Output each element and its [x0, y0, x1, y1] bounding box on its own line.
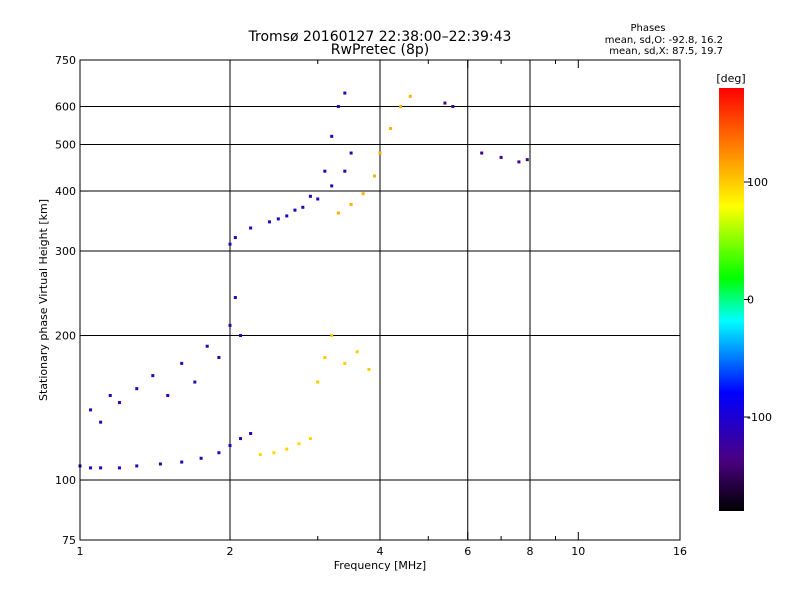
colorbar-tick-label: -100: [747, 411, 772, 424]
data-point: [308, 194, 312, 198]
data-point: [330, 184, 334, 188]
data-point: [135, 387, 139, 391]
data-point: [205, 344, 209, 348]
data-point: [355, 350, 359, 354]
y-axis-label: Stationary phase Virtual Height [km]: [37, 199, 50, 401]
x-tick-label: 16: [673, 545, 687, 558]
data-point: [258, 453, 262, 457]
data-point: [399, 105, 403, 109]
data-point: [199, 456, 203, 460]
data-point: [99, 466, 103, 470]
data-point: [336, 211, 340, 215]
data-point: [378, 151, 382, 155]
data-point: [117, 401, 121, 405]
scatter-points: [78, 91, 529, 470]
data-point: [117, 466, 121, 470]
data-point: [316, 380, 320, 384]
data-point: [373, 174, 377, 178]
data-point: [285, 447, 289, 451]
data-point: [408, 94, 412, 98]
data-point: [193, 380, 197, 384]
data-point: [233, 296, 237, 300]
data-point: [308, 437, 312, 441]
x-tick-label: 10: [571, 545, 585, 558]
data-point: [180, 460, 184, 464]
colorbar-ticks: 100 0 -100: [744, 176, 772, 424]
data-point: [336, 105, 340, 109]
y-tick-label: 500: [55, 139, 76, 152]
data-point: [285, 214, 289, 218]
data-point: [297, 442, 301, 446]
data-point: [330, 134, 334, 138]
stats-heading: Phases: [630, 23, 665, 34]
data-point: [499, 155, 503, 159]
y-tick-label: 200: [55, 330, 76, 343]
data-point: [239, 334, 243, 338]
data-point: [316, 197, 320, 201]
y-tick-label: 600: [55, 101, 76, 114]
data-point: [233, 236, 237, 240]
data-point: [239, 437, 243, 441]
data-point: [108, 394, 112, 398]
data-point: [323, 355, 327, 359]
data-point: [89, 466, 93, 470]
data-point: [443, 101, 447, 105]
data-point: [361, 192, 365, 196]
axis-ticks: 1 2 4 6 8 10 16 75 100 200 300 400 500 600 750: [55, 54, 687, 558]
data-point: [89, 408, 93, 412]
data-point: [228, 323, 232, 327]
data-point: [267, 220, 271, 224]
data-point: [135, 464, 139, 468]
colorbar-label: [deg]: [716, 72, 745, 85]
colorbar-tick-label: 100: [747, 176, 768, 189]
colorbar: [719, 88, 744, 511]
data-point: [349, 202, 353, 206]
x-tick-label: 2: [227, 545, 234, 558]
data-point: [158, 462, 162, 466]
y-tick-label: 750: [55, 54, 76, 67]
y-tick-label: 100: [55, 474, 76, 487]
data-point: [330, 334, 334, 338]
data-point: [99, 420, 103, 424]
data-point: [151, 374, 155, 378]
data-point: [367, 367, 371, 371]
data-point: [217, 355, 221, 359]
data-point: [249, 226, 253, 230]
data-point: [525, 158, 529, 162]
data-point: [343, 169, 347, 173]
data-point: [480, 151, 484, 155]
x-tick-label: 1: [77, 545, 84, 558]
data-point: [166, 394, 170, 398]
x-tick-label: 6: [464, 545, 471, 558]
data-point: [249, 432, 253, 436]
colorbar-tick-label: 0: [747, 294, 754, 307]
data-point: [301, 205, 305, 209]
data-point: [389, 126, 393, 130]
stats-line-o: mean, sd,O: -92.8, 16.2: [605, 35, 723, 46]
y-tick-label: 300: [55, 245, 76, 258]
x-tick-label: 4: [377, 545, 384, 558]
data-point: [343, 361, 347, 365]
y-tick-label: 75: [62, 534, 76, 547]
x-tick-label: 8: [527, 545, 534, 558]
data-point: [343, 91, 347, 95]
data-point: [517, 160, 521, 164]
data-point: [276, 217, 280, 221]
stats-line-x: mean, sd,X: 87.5, 19.7: [609, 46, 723, 57]
data-point: [180, 361, 184, 365]
chart-title: Tromsø 20160127 22:38:00–22:39:43: [248, 29, 512, 45]
data-point: [349, 151, 353, 155]
data-point: [228, 444, 232, 448]
data-point: [272, 451, 276, 455]
data-point: [323, 169, 327, 173]
data-point: [228, 242, 232, 246]
grid: [80, 60, 680, 540]
chart-subtitle: RwPretec (8p): [331, 42, 429, 58]
x-axis-label: Frequency [MHz]: [334, 559, 426, 572]
y-tick-label: 400: [55, 185, 76, 198]
data-point: [451, 105, 455, 109]
data-point: [293, 208, 297, 212]
data-point: [217, 451, 221, 455]
